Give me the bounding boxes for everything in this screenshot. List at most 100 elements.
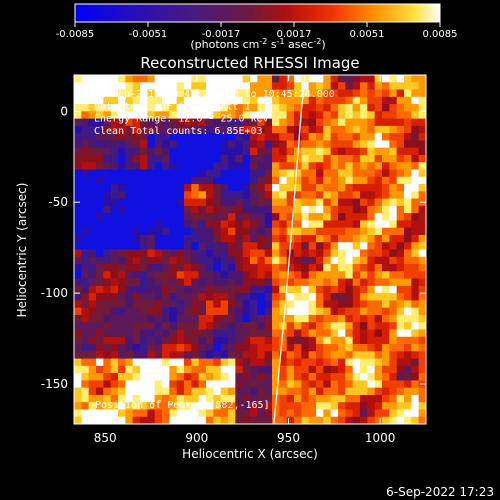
heatmap-cell bbox=[191, 118, 199, 127]
heatmap-cell bbox=[389, 227, 397, 236]
heatmap-cell bbox=[235, 394, 243, 403]
heatmap-cell bbox=[345, 242, 353, 250]
heatmap-cell bbox=[235, 336, 243, 345]
heatmap-cell bbox=[213, 409, 221, 418]
heatmap-cell bbox=[418, 256, 426, 265]
heatmap-cell bbox=[411, 402, 419, 410]
heatmap-cell bbox=[294, 104, 302, 112]
heatmap-cell bbox=[162, 191, 170, 199]
heatmap-cell bbox=[323, 380, 331, 388]
heatmap-cell bbox=[132, 234, 141, 243]
heatmap-cell bbox=[294, 96, 302, 105]
heatmap-cell bbox=[404, 358, 412, 367]
heatmap-cell bbox=[338, 365, 346, 374]
heatmap-cell bbox=[257, 104, 265, 112]
heatmap-cell bbox=[147, 300, 155, 308]
heatmap-cell bbox=[169, 111, 177, 119]
heatmap-cell bbox=[176, 104, 185, 112]
heatmap-cell bbox=[81, 409, 89, 418]
heatmap-cell bbox=[338, 169, 346, 178]
heatmap-cell bbox=[154, 191, 163, 199]
heatmap-cell bbox=[308, 256, 317, 265]
heatmap-cell bbox=[352, 220, 361, 228]
heatmap-cell bbox=[316, 191, 324, 199]
heatmap-cell bbox=[418, 314, 426, 323]
heatmap-cell bbox=[323, 322, 331, 330]
heatmap-cell bbox=[294, 169, 302, 178]
heatmap-cell bbox=[411, 416, 419, 424]
heatmap-cell bbox=[147, 264, 155, 272]
heatmap-cell bbox=[206, 373, 214, 381]
heatmap-cell bbox=[279, 394, 287, 403]
heatmap-cell bbox=[308, 387, 317, 396]
heatmap-cell bbox=[140, 300, 148, 308]
heatmap-cell bbox=[367, 213, 375, 221]
heatmap-cell bbox=[118, 264, 126, 272]
heatmap-cell bbox=[352, 373, 361, 381]
heatmap-cell bbox=[338, 329, 346, 338]
heatmap-cell bbox=[220, 205, 229, 214]
heatmap-cell bbox=[242, 234, 251, 243]
heatmap-cell bbox=[125, 111, 133, 119]
heatmap-cell bbox=[169, 220, 177, 228]
heatmap-cell bbox=[206, 234, 214, 243]
heatmap-cell bbox=[88, 205, 97, 214]
heatmap-cell bbox=[279, 344, 287, 352]
heatmap-cell bbox=[352, 118, 361, 127]
heatmap-cell bbox=[162, 300, 170, 308]
heatmap-cell bbox=[235, 344, 243, 352]
heatmap-cell bbox=[110, 249, 119, 258]
heatmap-cell bbox=[184, 205, 192, 214]
heatmap-cell bbox=[404, 125, 412, 134]
heatmap-cell bbox=[213, 82, 221, 90]
heatmap-cell bbox=[162, 234, 170, 243]
heatmap-cell bbox=[198, 365, 207, 374]
heatmap-cell bbox=[74, 358, 82, 367]
heatmap-cell bbox=[308, 227, 317, 236]
heatmap-cell bbox=[272, 300, 280, 308]
heatmap-cell bbox=[294, 75, 302, 83]
heatmap-cell bbox=[198, 278, 207, 287]
heatmap-cell bbox=[404, 198, 412, 207]
heatmap-cell bbox=[389, 336, 397, 345]
heatmap-cell bbox=[345, 111, 353, 119]
heatmap-cell bbox=[279, 205, 287, 214]
heatmap-cell bbox=[118, 133, 126, 141]
heatmap-cell bbox=[88, 176, 97, 185]
heatmap-cell bbox=[404, 256, 412, 265]
heatmap-cell bbox=[264, 242, 273, 250]
heatmap-cell bbox=[264, 111, 273, 119]
heatmap-cell bbox=[132, 380, 141, 388]
heatmap-cell bbox=[125, 140, 133, 149]
heatmap-cell bbox=[103, 365, 111, 374]
heatmap-cell bbox=[162, 89, 170, 98]
heatmap-cell bbox=[176, 82, 185, 90]
heatmap-cell bbox=[96, 394, 104, 403]
heatmap-cell bbox=[162, 176, 170, 185]
heatmap-cell bbox=[228, 169, 236, 178]
heatmap-cell bbox=[389, 293, 397, 301]
heatmap-cell bbox=[264, 96, 273, 105]
heatmap-cell bbox=[198, 220, 207, 228]
heatmap-cell bbox=[338, 198, 346, 207]
heatmap-cell bbox=[418, 322, 426, 330]
heatmap-cell bbox=[169, 147, 177, 156]
heatmap-cell bbox=[286, 387, 295, 396]
heatmap-cell bbox=[228, 256, 236, 265]
heatmap-cell bbox=[228, 147, 236, 156]
heatmap-cell bbox=[220, 75, 229, 83]
heatmap-cell bbox=[140, 344, 148, 352]
heatmap-cell bbox=[235, 242, 243, 250]
heatmap-cell bbox=[125, 307, 133, 316]
heatmap-cell bbox=[396, 234, 405, 243]
heatmap-cell bbox=[396, 402, 405, 410]
heatmap-cell bbox=[294, 293, 302, 301]
heatmap-cell bbox=[250, 242, 258, 250]
heatmap-cell bbox=[154, 351, 163, 359]
heatmap-cell bbox=[228, 322, 236, 330]
heatmap-cell bbox=[396, 104, 405, 112]
heatmap-cell bbox=[125, 198, 133, 207]
heatmap-cell bbox=[360, 220, 368, 228]
heatmap-cell bbox=[323, 409, 331, 418]
heatmap-cell bbox=[367, 322, 375, 330]
